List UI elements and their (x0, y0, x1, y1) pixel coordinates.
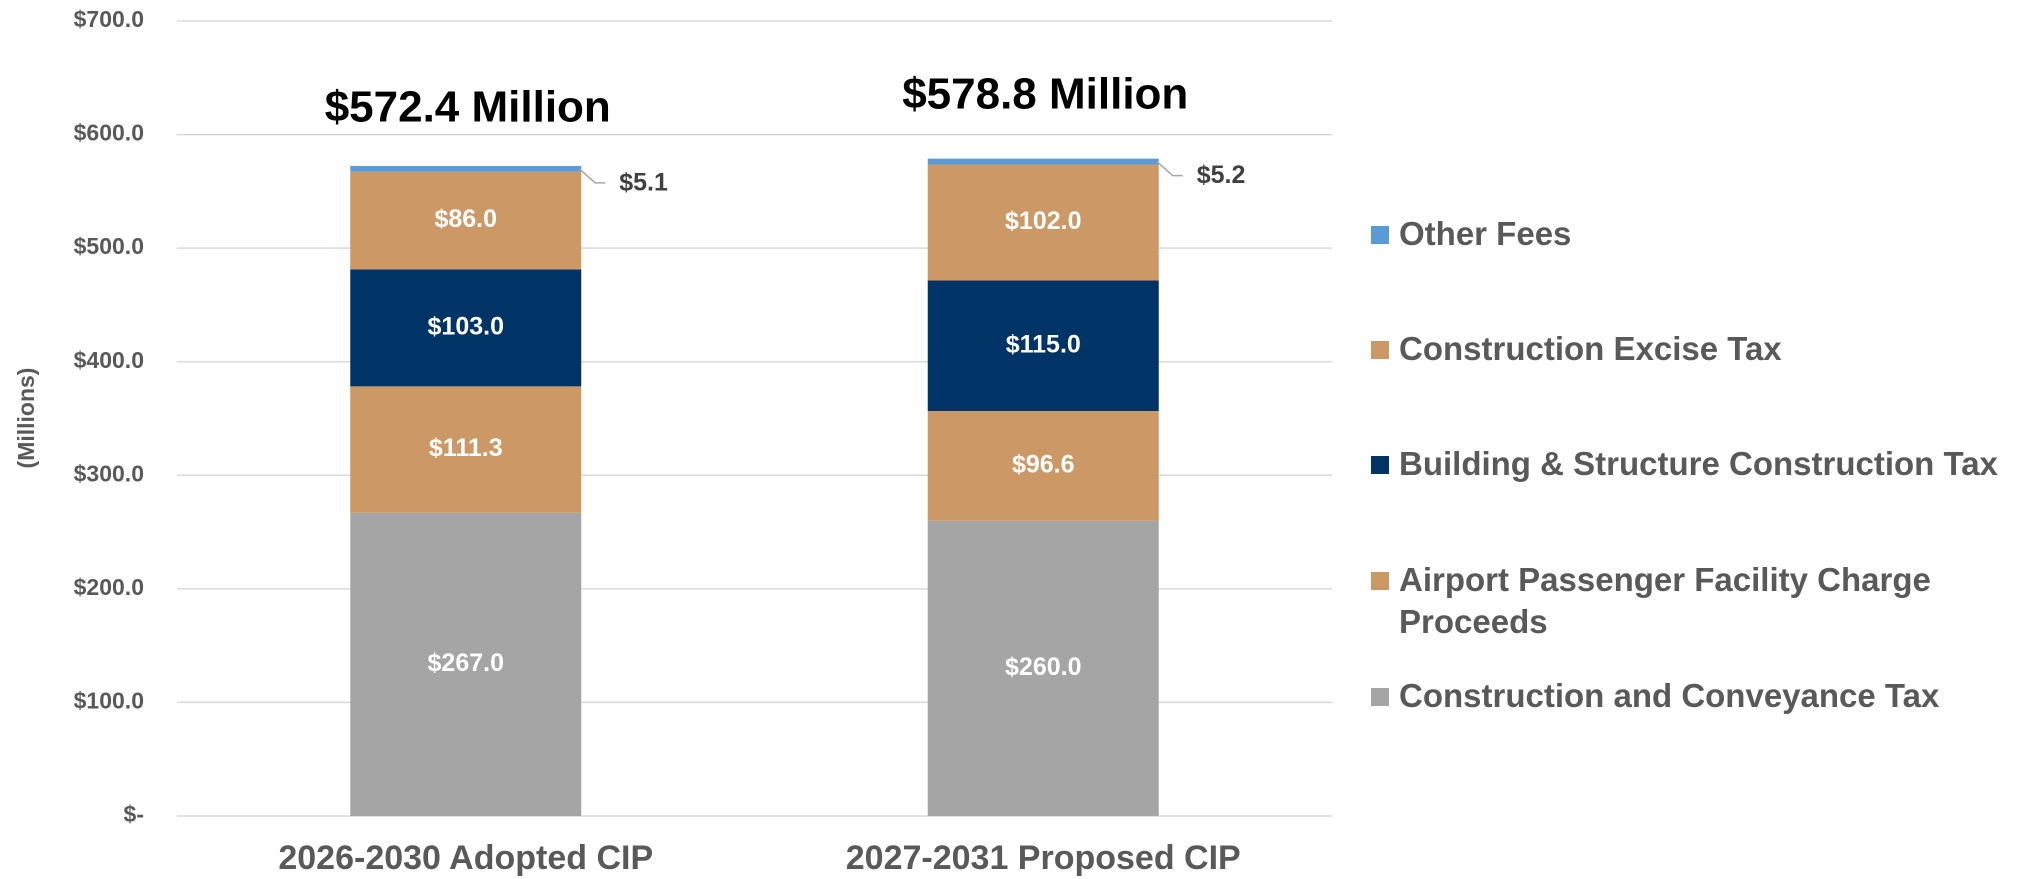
bar-segment (350, 269, 582, 387)
legend-item: Building & Structure Construction Tax (1371, 443, 2011, 485)
legend-label: Construction and Conveyance Tax (1399, 677, 1940, 714)
y-tick-label: $400.0 (74, 347, 144, 373)
data-label: $115.0 (1006, 330, 1081, 358)
x-tick-label: 2027-2031 Proposed CIP (846, 839, 1241, 877)
legend-swatch (1371, 572, 1389, 590)
total-annotation: $572.4 Million (325, 83, 611, 132)
legend-swatch (1371, 688, 1389, 706)
legend-label: Airport Passenger Facility Charge Procee… (1399, 561, 1931, 640)
data-label: $96.6 (1012, 450, 1075, 478)
data-label: $86.0 (434, 205, 497, 233)
y-tick-label: $- (124, 801, 144, 827)
legend-label: Construction Excise Tax (1399, 330, 1782, 367)
y-tick-label: $200.0 (74, 574, 144, 600)
total-annotation: $578.8 Million (902, 69, 1188, 118)
legend-item: Airport Passenger Facility Charge Procee… (1371, 559, 2011, 643)
legend-swatch (1371, 456, 1389, 474)
bar-segment (350, 512, 582, 816)
leader-line (578, 168, 606, 184)
legend-swatch (1371, 341, 1389, 359)
leader-line (1156, 161, 1183, 177)
legend-label: Building & Structure Construction Tax (1399, 445, 1998, 482)
y-tick-label: $100.0 (74, 688, 144, 714)
y-tick-label: $500.0 (74, 233, 144, 259)
bar-segment (927, 158, 1159, 165)
y-tick-label: $300.0 (74, 460, 144, 486)
bar-segment (927, 411, 1159, 521)
legend-item: Construction and Conveyance Tax (1371, 675, 2011, 717)
bar-segment (927, 520, 1159, 816)
bar-segment (350, 171, 582, 270)
legend-item: Other Fees (1371, 213, 2011, 255)
legend-label: Other Fees (1399, 215, 1572, 252)
bar-segment (350, 386, 582, 513)
bar-segment (927, 280, 1159, 412)
legend-swatch (1371, 226, 1389, 244)
x-tick-label: 2026-2030 Adopted CIP (278, 839, 653, 877)
data-label: $267.0 (428, 649, 504, 677)
data-label: $5.1 (619, 168, 668, 196)
bar-segment (350, 165, 582, 172)
data-label: $5.2 (1197, 161, 1246, 189)
data-label: $111.3 (429, 434, 503, 462)
bar-segment (927, 164, 1159, 281)
data-label: $260.0 (1005, 653, 1081, 681)
y-tick-label: $600.0 (74, 120, 144, 146)
y-tick-label: $700.0 (74, 6, 144, 32)
data-label: $102.0 (1005, 207, 1081, 235)
data-label: $103.0 (428, 312, 504, 340)
y-axis-label: (Millions) (13, 368, 39, 469)
legend-item: Construction Excise Tax (1371, 328, 2011, 370)
